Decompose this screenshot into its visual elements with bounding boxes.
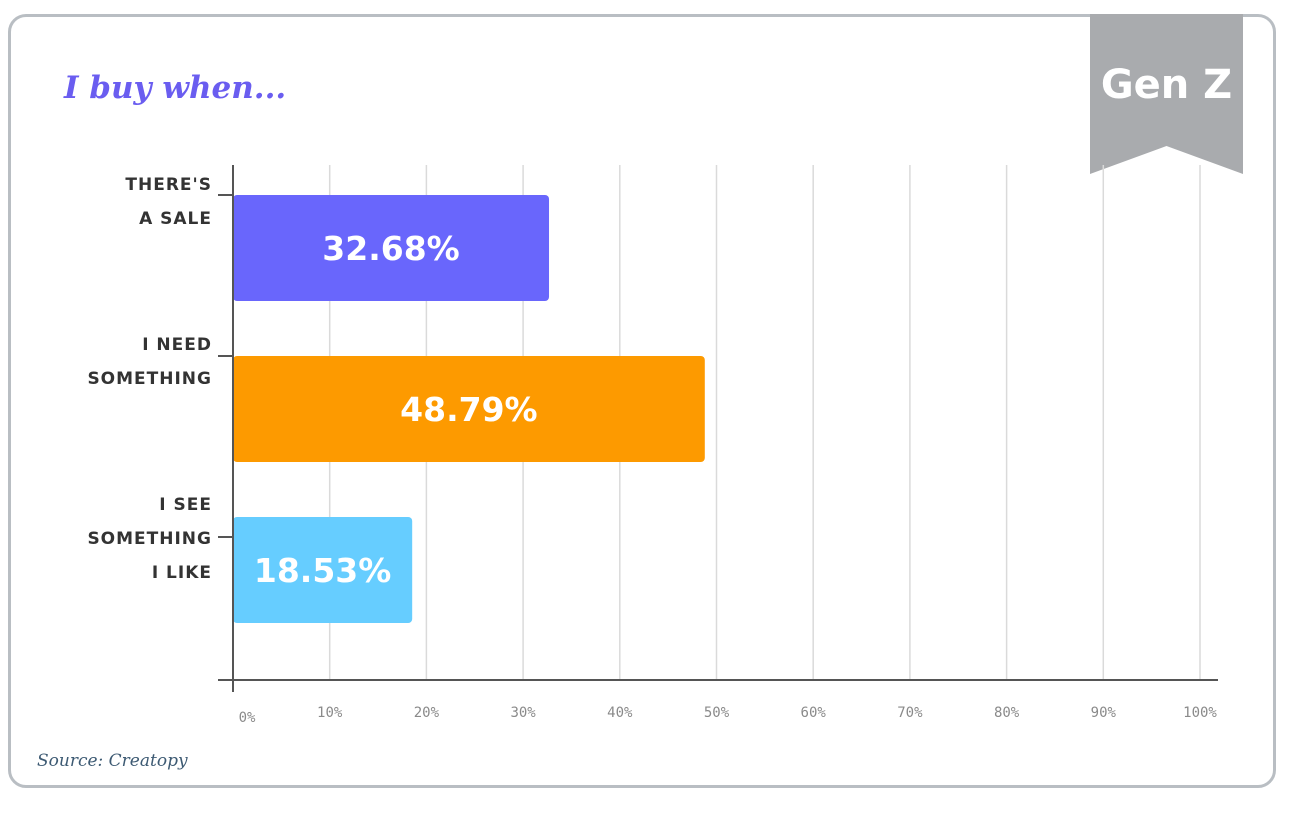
category-label: SOMETHING [87, 369, 212, 389]
x-tick-label: 100% [1183, 705, 1217, 721]
x-tick-label: 60% [801, 705, 827, 721]
x-tick-label: 70% [897, 705, 923, 721]
category-label: I NEED [142, 335, 212, 355]
bar [233, 517, 413, 623]
bar-value-label: 48.79% [400, 390, 537, 429]
category-label: I LIKE [152, 563, 212, 583]
x-tick-label: 0% [239, 710, 256, 726]
bar-value-label: 32.68% [322, 229, 459, 268]
category-label: SOMETHING [87, 529, 212, 549]
x-tick-label: 20% [414, 705, 440, 721]
bar [233, 356, 705, 462]
x-tick-label: 90% [1091, 705, 1117, 721]
chart-title: I buy when... [64, 70, 287, 106]
category-label: A SALE [139, 209, 212, 229]
category-label: I SEE [159, 495, 212, 515]
badge-ribbon [1090, 14, 1243, 174]
x-tick-label: 10% [317, 705, 343, 721]
x-tick-label: 80% [994, 705, 1020, 721]
x-tick-label: 50% [704, 705, 730, 721]
badge-label: Gen Z [1100, 62, 1233, 108]
x-tick-label: 40% [607, 705, 633, 721]
x-tick-label: 30% [510, 705, 536, 721]
category-label: THERE'S [125, 175, 212, 195]
bar [233, 195, 550, 301]
source-note: Source: Creatopy [37, 751, 188, 771]
bar-value-label: 18.53% [254, 551, 391, 590]
